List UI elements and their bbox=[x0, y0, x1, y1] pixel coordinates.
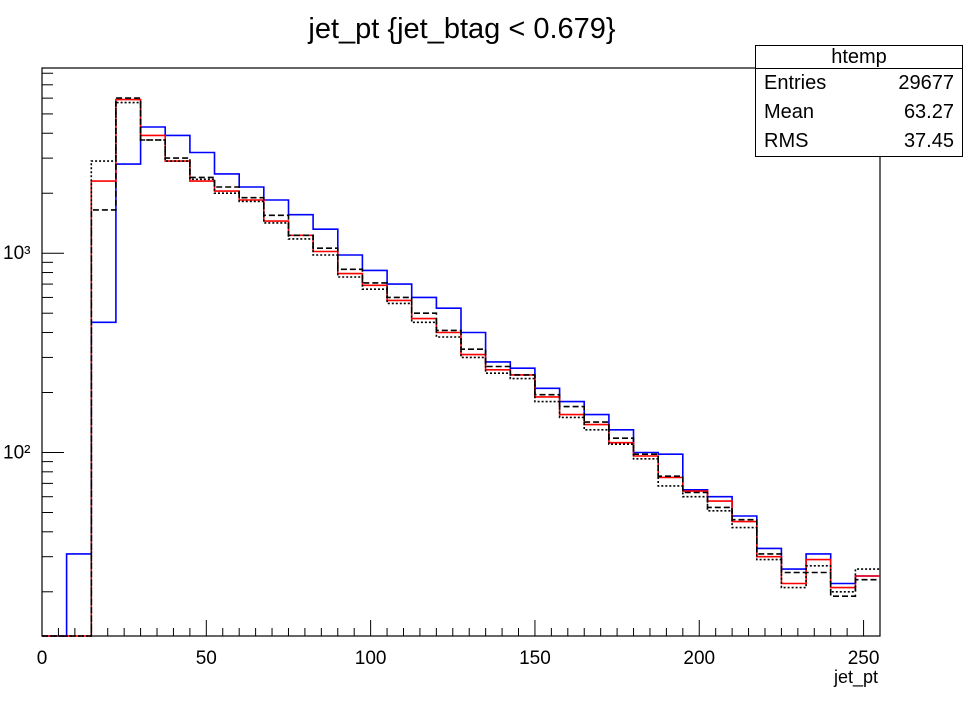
mean-label: Mean bbox=[764, 101, 815, 123]
x-tick-label: 0 bbox=[37, 648, 48, 669]
histogram-series-3 bbox=[42, 97, 880, 637]
y-tick-label: 10³ bbox=[3, 243, 30, 264]
plot-frame bbox=[41, 67, 881, 637]
series-layer bbox=[42, 97, 880, 637]
histogram-series-1 bbox=[42, 126, 880, 637]
entries-label: Entries bbox=[764, 72, 827, 94]
stats-row-mean: Mean 63.27 bbox=[756, 98, 962, 127]
rms-label: RMS bbox=[764, 130, 809, 152]
histogram-series-2 bbox=[42, 98, 880, 637]
chart-title: jet_pt {jet_btag < 0.679} bbox=[307, 13, 616, 45]
stats-box-title: htemp bbox=[756, 46, 962, 69]
x-axis-label: jet_pt bbox=[833, 667, 878, 688]
rms-value: 37.45 bbox=[903, 130, 954, 152]
stats-row-entries: Entries 29677 bbox=[756, 69, 962, 98]
x-tick-label: 100 bbox=[355, 648, 387, 669]
axes-layer: 0 50 100 150 200 250 10² 10³ bbox=[3, 72, 881, 669]
x-tick-label: 250 bbox=[848, 648, 880, 669]
histogram-series-4 bbox=[42, 101, 880, 637]
stats-row-rms: RMS 37.45 bbox=[756, 127, 962, 156]
x-tick-label: 50 bbox=[196, 648, 217, 669]
mean-value: 63.27 bbox=[903, 101, 954, 123]
y-tick-label: 10² bbox=[3, 442, 30, 463]
entries-value: 29677 bbox=[898, 72, 954, 94]
stats-box: htemp Entries 29677 Mean 63.27 RMS 37.45 bbox=[755, 45, 963, 157]
x-tick-label: 150 bbox=[519, 648, 551, 669]
x-tick-label: 200 bbox=[683, 648, 715, 669]
